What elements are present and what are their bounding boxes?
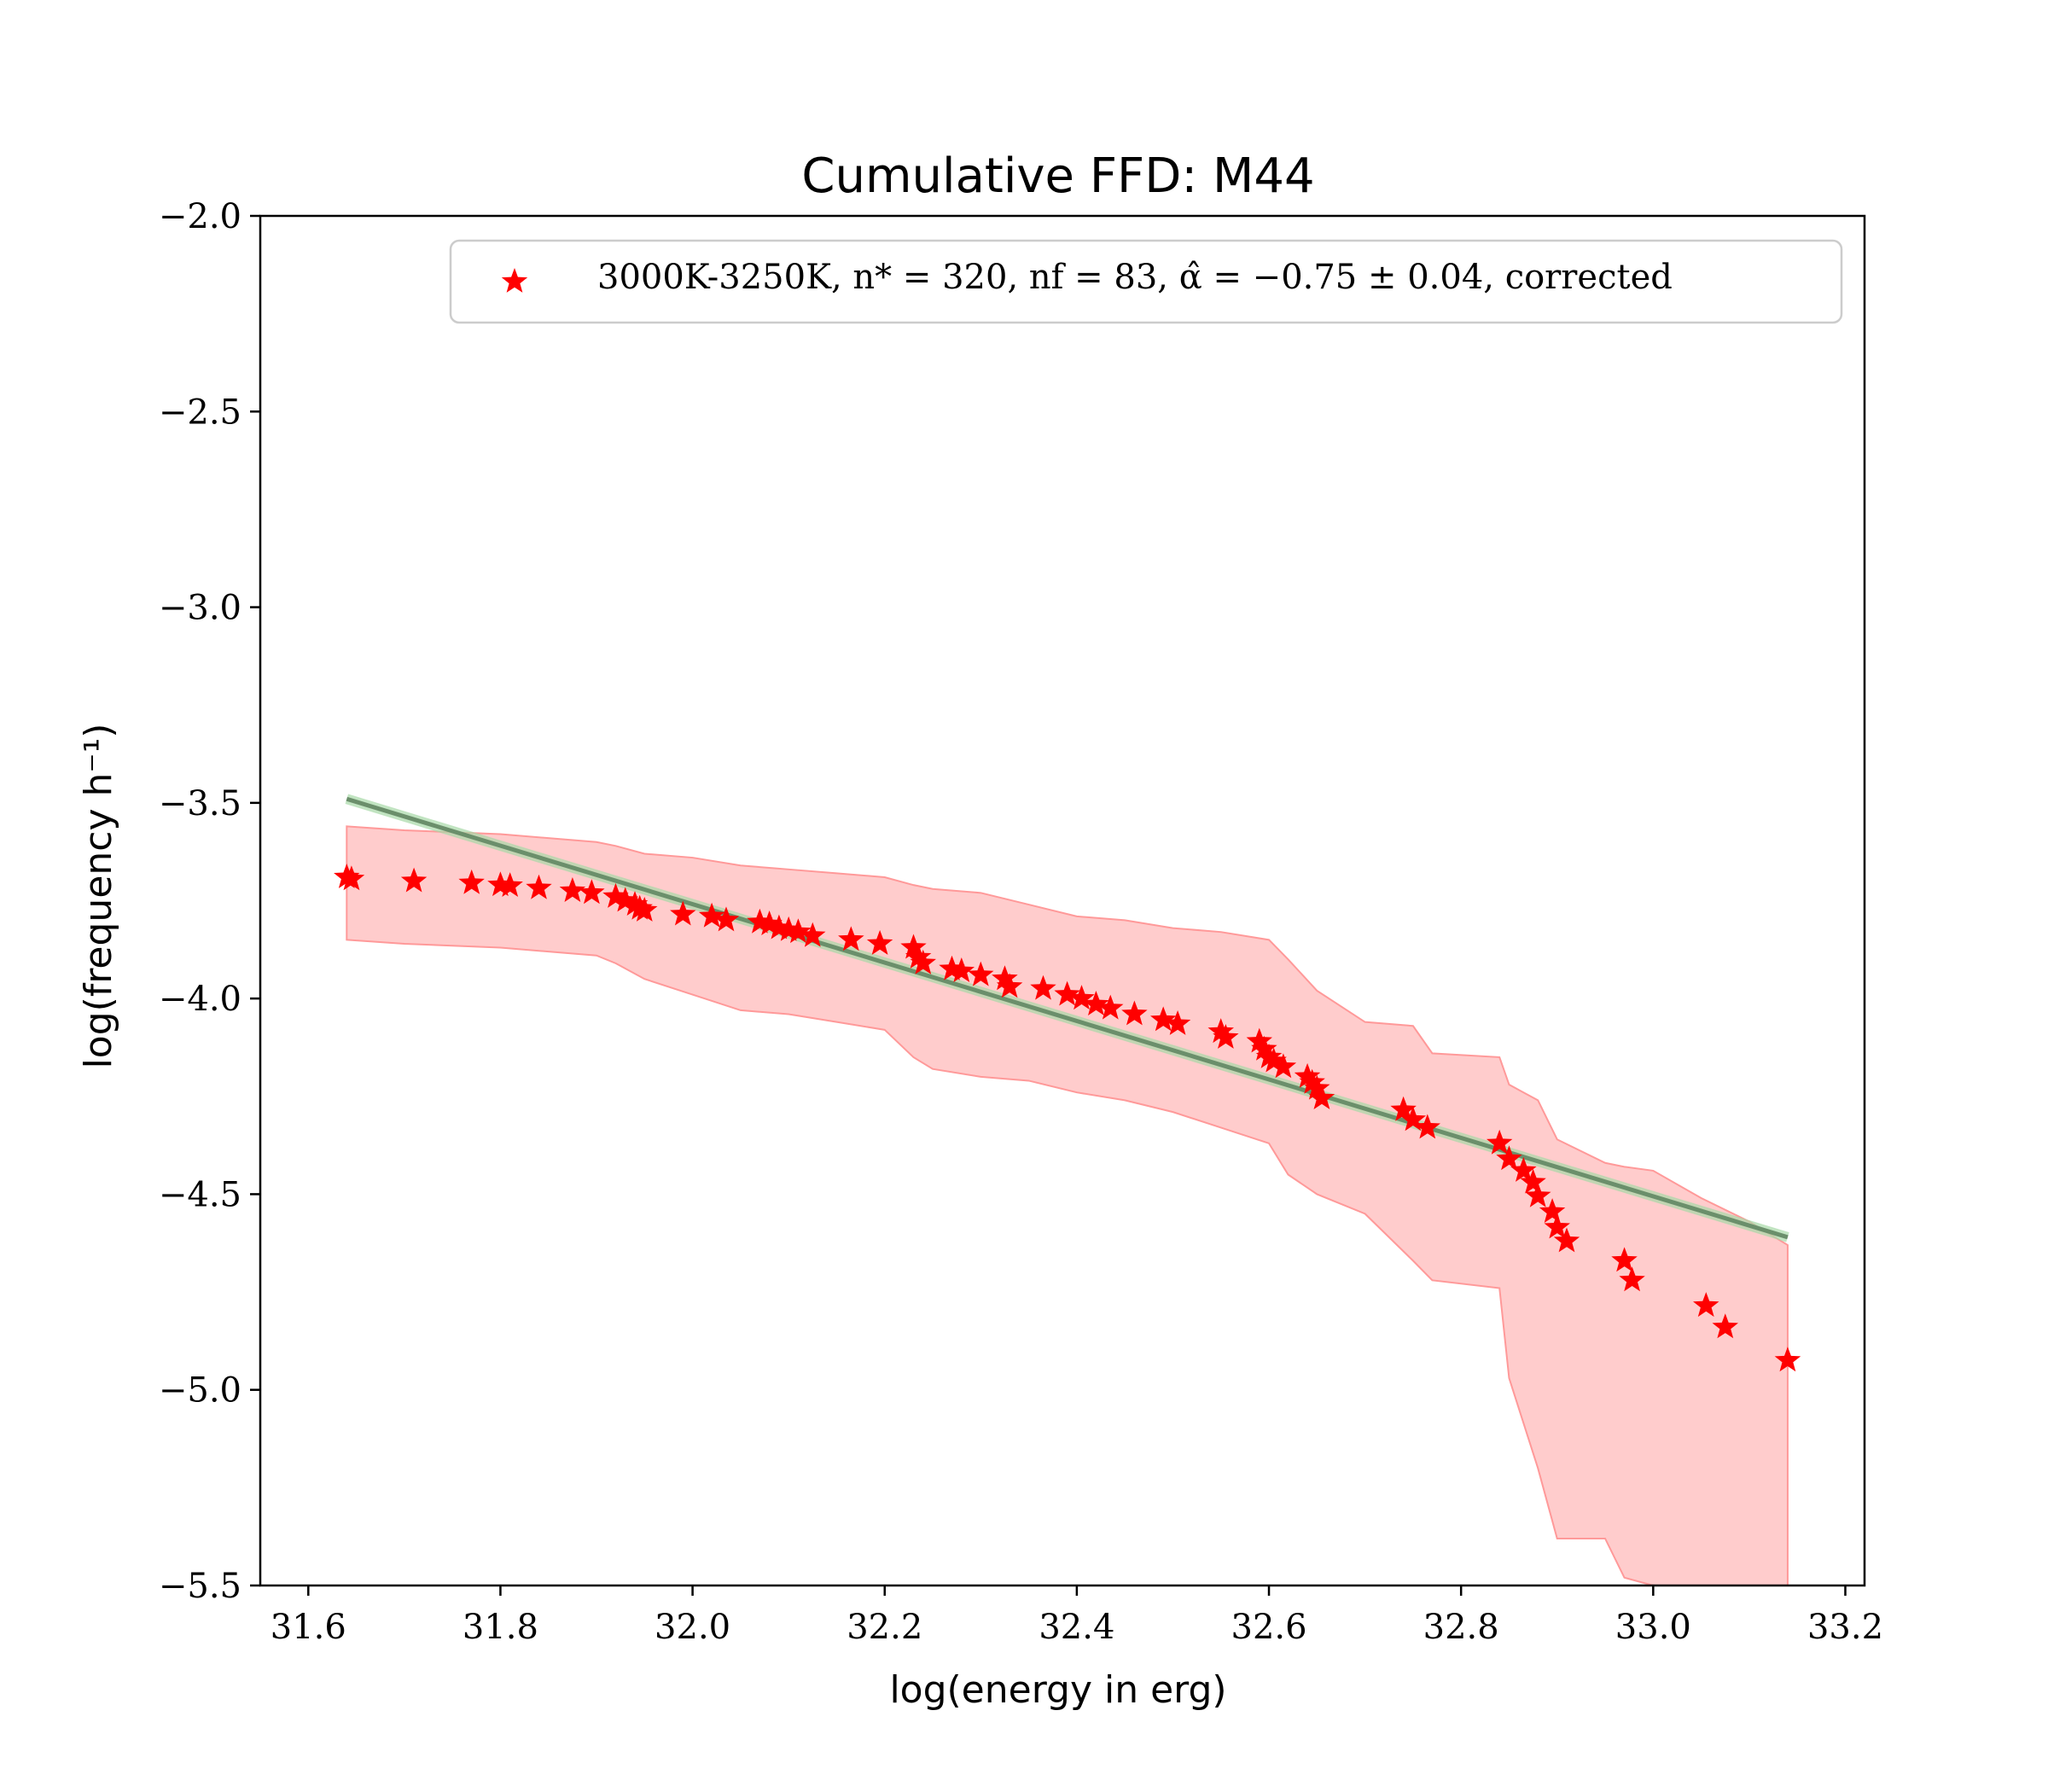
y-axis-ticks: −2.0 −2.5 −3.0 −3.5 −4.0 −4.5 −5.0 −5.5 [159,197,260,1606]
data-point [1068,985,1095,1010]
plot-frame [259,214,1866,1587]
data-point [1693,1292,1719,1318]
y-tick-label: −4.0 [159,980,241,1019]
data-point [1121,1000,1148,1026]
fit-line [346,796,1789,1240]
legend: 3000K-3250K, n* = 320, nf = 83, α̂ = −0.… [449,239,1843,324]
legend-box [449,239,1843,324]
y-tick-label: −3.0 [159,589,241,628]
y-tick-label: −5.5 [159,1567,241,1606]
data-point [579,879,605,905]
data-point [497,872,523,897]
data-point [559,877,586,902]
data-point [1619,1266,1645,1292]
data-point [905,944,932,969]
x-tick-label: 33.0 [1615,1608,1691,1647]
y-tick-label: −5.0 [159,1371,241,1411]
data-point [1255,1043,1283,1068]
data-point [1553,1227,1580,1253]
data-point [1774,1347,1801,1372]
data-point [1260,1047,1287,1073]
data-point [1097,994,1124,1020]
data-point [838,926,864,951]
data-point [1164,1010,1191,1035]
chart-title: Cumulative FFD: M44 [801,148,1314,204]
data-point [1510,1156,1537,1182]
legend-entry-label: 3000K-3250K, n* = 320, nf = 83, α̂ = −0.… [597,258,1673,297]
data-point [948,957,975,982]
data-point [338,865,365,891]
data-point [1487,1129,1513,1155]
data-point [1304,1074,1330,1100]
data-point [1299,1068,1325,1094]
y-tick-label: −2.0 [159,197,241,236]
data-point [1399,1106,1427,1132]
y-tick-label: −4.5 [159,1175,241,1214]
data-point [800,922,826,947]
data-point [400,867,428,893]
data-point [1520,1168,1546,1194]
data-point [698,902,725,928]
y-tick-label: −2.5 [159,393,241,432]
data-point [1150,1006,1177,1032]
legend-star-icon [501,268,528,293]
data-point [1308,1085,1335,1109]
data-point [612,887,638,912]
data-point [1246,1027,1272,1053]
data-point [866,929,893,955]
data-point [602,882,629,908]
y-tick-label: −3.5 [159,784,241,823]
data-point [785,918,812,944]
legend-marker-star [501,268,528,293]
data-point [1294,1062,1321,1088]
data-point [968,961,994,986]
data-point [1496,1145,1522,1171]
data-point [458,869,485,894]
data-point [670,900,696,926]
data-point [1030,975,1056,1000]
x-tick-label: 31.8 [463,1608,538,1647]
data-point [910,949,936,975]
data-point [992,965,1018,991]
confidence-band [346,825,1789,1586]
x-tick-label: 31.6 [271,1608,346,1647]
data-point [900,934,927,959]
x-axis-label: log(energy in erg) [889,1668,1226,1712]
data-point [713,906,740,932]
data-point [1207,1018,1234,1044]
data-point [756,911,783,935]
data-point [1544,1213,1570,1239]
x-tick-label: 32.6 [1231,1608,1307,1647]
plot-area [259,214,1866,1587]
data-point [526,874,552,899]
data-point [1525,1182,1551,1207]
data-points [334,864,1801,1372]
x-tick-label: 32.0 [655,1608,730,1647]
data-point [1054,980,1080,1006]
x-axis-ticks: 31.6 31.8 32.0 32.2 32.4 32.6 32.8 33.0 33.2 [271,1585,1883,1647]
data-point [1251,1035,1277,1061]
x-tick-label: 33.2 [1807,1608,1883,1647]
data-point [1414,1114,1440,1139]
x-tick-label: 32.8 [1423,1608,1499,1647]
data-point [1390,1096,1417,1121]
data-point [1213,1024,1239,1049]
data-point [621,891,649,916]
x-tick-label: 32.4 [1039,1608,1114,1647]
data-point [1270,1053,1297,1079]
data-point [1083,991,1109,1015]
data-point [996,973,1023,998]
data-point [631,897,658,922]
y-axis-label: log(frequency h⁻¹) [77,724,120,1069]
data-point [1611,1247,1638,1272]
x-tick-label: 32.2 [847,1608,922,1647]
data-point [1539,1198,1566,1223]
data-point [1712,1313,1738,1339]
